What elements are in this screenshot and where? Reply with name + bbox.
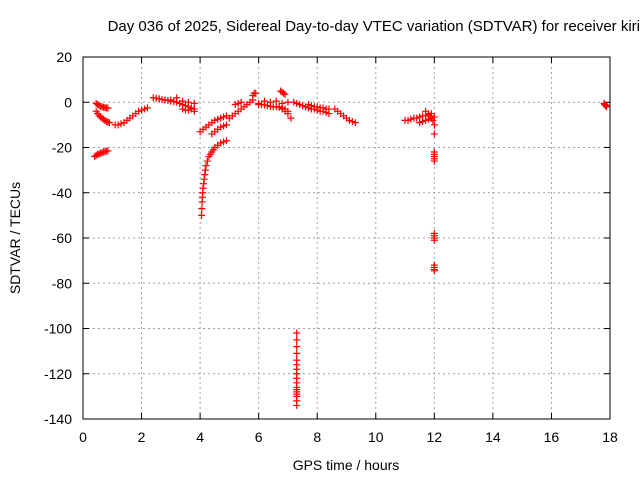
tick-labels: 0 2 4 6 8 10 12 14 16 18 20 0 -20 -40 -60 -80 -100 -120 -1… <box>44 49 618 445</box>
series-track-t <box>331 105 348 120</box>
data-point <box>155 95 163 103</box>
data-point <box>266 98 274 106</box>
x-tick-label: 18 <box>602 429 618 445</box>
series-track-h <box>198 137 230 219</box>
y-tick-label: -20 <box>52 140 72 156</box>
series-track-z <box>430 130 438 165</box>
y-tick-label: -140 <box>44 411 72 427</box>
y-tick-label: -60 <box>52 230 72 246</box>
series-track-g <box>179 105 198 115</box>
series-track-i <box>196 112 230 136</box>
series-track-y <box>422 107 438 129</box>
data-point <box>161 96 169 104</box>
series-track-m <box>249 89 260 99</box>
series-track-ac <box>600 99 610 111</box>
data-point <box>184 98 192 106</box>
series-track-p <box>275 103 295 122</box>
y-tick-label: 20 <box>56 49 72 65</box>
data-point <box>261 97 269 105</box>
data-point <box>284 110 292 118</box>
series-track-d <box>111 104 151 129</box>
y-tick-label: -80 <box>52 275 72 291</box>
x-tick-label: 0 <box>79 429 87 445</box>
x-tick-label: 16 <box>544 429 560 445</box>
data-point <box>429 116 437 124</box>
data-point <box>143 104 151 112</box>
x-tick-label: 14 <box>485 429 501 445</box>
series-track-aa <box>430 229 438 244</box>
y-tick-label: -100 <box>44 321 72 337</box>
series-track-v <box>293 329 301 409</box>
y-tick-label: -40 <box>52 185 72 201</box>
data-point <box>293 329 301 337</box>
series-track-ab <box>430 261 438 275</box>
chart-title: Day 036 of 2025, Sidereal Day-to-day VTE… <box>108 18 640 35</box>
series-track-l <box>231 98 245 109</box>
data-point <box>280 89 288 97</box>
data-point <box>293 401 301 409</box>
series-track-s <box>304 101 333 113</box>
data-point <box>222 137 230 145</box>
axis-ticks <box>82 56 611 420</box>
data-point <box>167 96 175 104</box>
data-point <box>173 94 181 102</box>
series-track-c <box>92 107 113 127</box>
data-point <box>287 114 295 122</box>
data-point <box>272 97 280 105</box>
x-tick-label: 10 <box>368 429 384 445</box>
data-point <box>293 336 301 344</box>
y-tick-label: 0 <box>64 94 72 110</box>
data-point <box>190 107 198 115</box>
grid <box>83 57 610 419</box>
data-point <box>255 99 263 107</box>
series-track-f <box>155 94 198 107</box>
data-point <box>430 267 438 275</box>
data-point <box>351 119 359 127</box>
data-point <box>252 89 260 97</box>
data-point <box>430 121 438 129</box>
data-point <box>190 99 198 107</box>
x-tick-label: 12 <box>427 429 443 445</box>
series-track-q <box>277 87 289 98</box>
series-track-k <box>225 96 257 122</box>
data-points <box>91 87 610 409</box>
y-axis-label: SDTVAR / TECUs <box>7 182 23 294</box>
plot-frame <box>82 56 611 420</box>
data-point <box>284 98 292 106</box>
data-point <box>325 105 333 113</box>
x-axis-label: GPS time / hours <box>293 457 400 473</box>
data-point <box>198 205 206 213</box>
data-point <box>293 343 301 351</box>
series-track-j <box>208 121 230 138</box>
data-point <box>203 157 211 165</box>
data-point <box>198 211 206 219</box>
data-point <box>602 103 610 111</box>
data-point <box>237 98 245 106</box>
x-tick-label: 6 <box>255 429 263 445</box>
data-point <box>179 97 187 105</box>
data-point <box>104 147 112 155</box>
data-point <box>105 119 113 127</box>
data-point <box>104 104 112 112</box>
x-tick-label: 2 <box>138 429 146 445</box>
y-tick-label: -120 <box>44 366 72 382</box>
data-point <box>222 121 230 129</box>
data-point <box>430 130 438 138</box>
series-track-a <box>91 147 112 161</box>
data-point <box>430 236 438 244</box>
data-point <box>293 349 301 357</box>
data-point <box>430 157 438 165</box>
x-tick-label: 4 <box>196 429 204 445</box>
series-track-b <box>92 99 112 112</box>
series-track-u <box>343 114 359 127</box>
data-point <box>281 90 289 98</box>
x-tick-label: 8 <box>313 429 321 445</box>
data-point <box>202 162 210 170</box>
